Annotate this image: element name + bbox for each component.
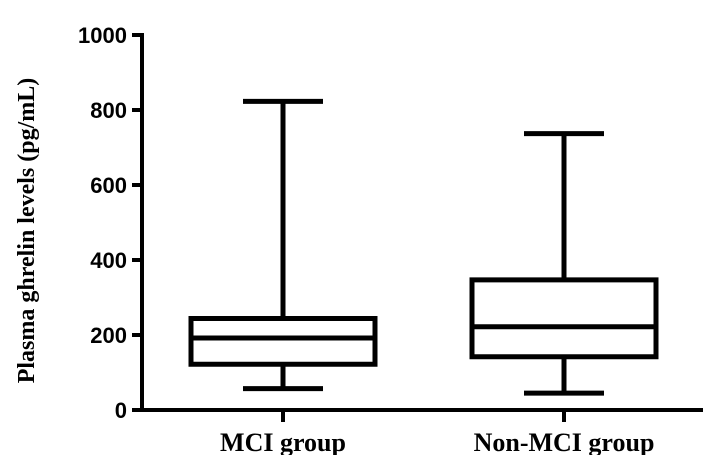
boxes <box>188 98 659 396</box>
y-tick-label: 1000 <box>78 23 127 48</box>
y-tick-label: 0 <box>115 398 127 423</box>
iqr-box <box>188 316 378 367</box>
y-tick-label: 600 <box>90 173 127 198</box>
y-tick-label: 400 <box>90 248 127 273</box>
box-1 <box>469 131 659 396</box>
y-ticks: 0 200 400 600 800 1000 <box>78 23 142 423</box>
x-category-label: MCI group <box>220 428 346 455</box>
iqr-box <box>469 277 659 360</box>
y-axis-title: Plasma ghrelin levels (pg/mL) <box>14 78 40 384</box>
axes <box>140 33 703 412</box>
y-tick-label: 200 <box>90 323 127 348</box>
x-category-label: Non-MCI group <box>474 428 655 455</box>
box-0 <box>188 98 378 392</box>
y-tick-label: 800 <box>90 98 127 123</box>
x-categories: MCI group Non-MCI group <box>220 410 654 455</box>
